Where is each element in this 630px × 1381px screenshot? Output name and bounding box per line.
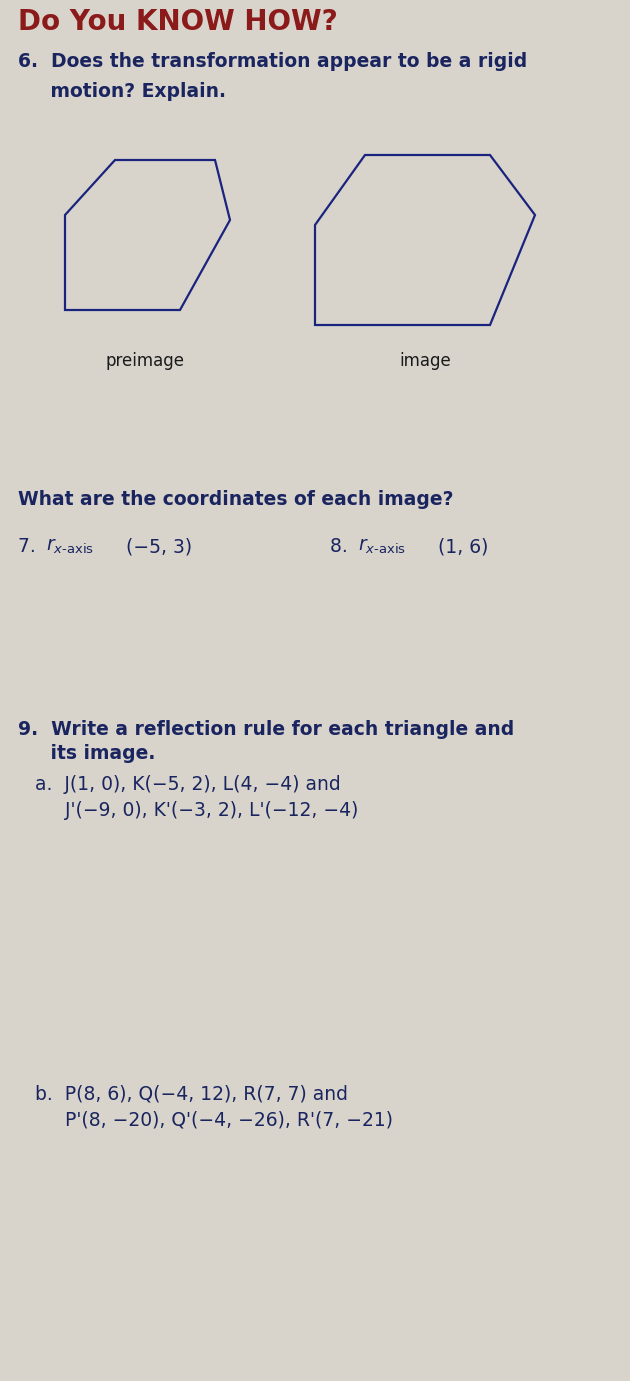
Text: 6.  Does the transformation appear to be a rigid: 6. Does the transformation appear to be …	[18, 52, 527, 70]
Text: What are the coordinates of each image?: What are the coordinates of each image?	[18, 490, 454, 510]
Text: J'(−9, 0), K'(−3, 2), L'(−12, −4): J'(−9, 0), K'(−3, 2), L'(−12, −4)	[35, 801, 358, 820]
Text: a.  J(1, 0), K(−5, 2), L(4, −4) and: a. J(1, 0), K(−5, 2), L(4, −4) and	[35, 775, 341, 794]
Bar	[0, 0, 630, 48]
Text: $r_{x\mathsf{\text{-axis}}}$: $r_{x\mathsf{\text{-axis}}}$	[358, 537, 406, 557]
Text: (1, 6): (1, 6)	[438, 537, 488, 557]
Text: (−5, 3): (−5, 3)	[126, 537, 192, 557]
Text: 7.: 7.	[18, 537, 48, 557]
Text: b.  P(8, 6), Q(−4, 12), R(7, 7) and: b. P(8, 6), Q(−4, 12), R(7, 7) and	[35, 1085, 348, 1103]
Text: $r_{x\mathsf{\text{-axis}}}$: $r_{x\mathsf{\text{-axis}}}$	[46, 537, 94, 557]
Text: preimage: preimage	[105, 352, 185, 370]
Text: image: image	[399, 352, 451, 370]
Text: motion? Explain.: motion? Explain.	[18, 81, 226, 101]
Text: its image.: its image.	[18, 744, 156, 762]
Text: P'(8, −20), Q'(−4, −26), R'(7, −21): P'(8, −20), Q'(−4, −26), R'(7, −21)	[35, 1110, 393, 1130]
Text: Do You KNOW HOW?: Do You KNOW HOW?	[18, 8, 338, 36]
Text: 9.  Write a reflection rule for each triangle and: 9. Write a reflection rule for each tria…	[18, 720, 514, 739]
Text: 8.: 8.	[330, 537, 360, 557]
